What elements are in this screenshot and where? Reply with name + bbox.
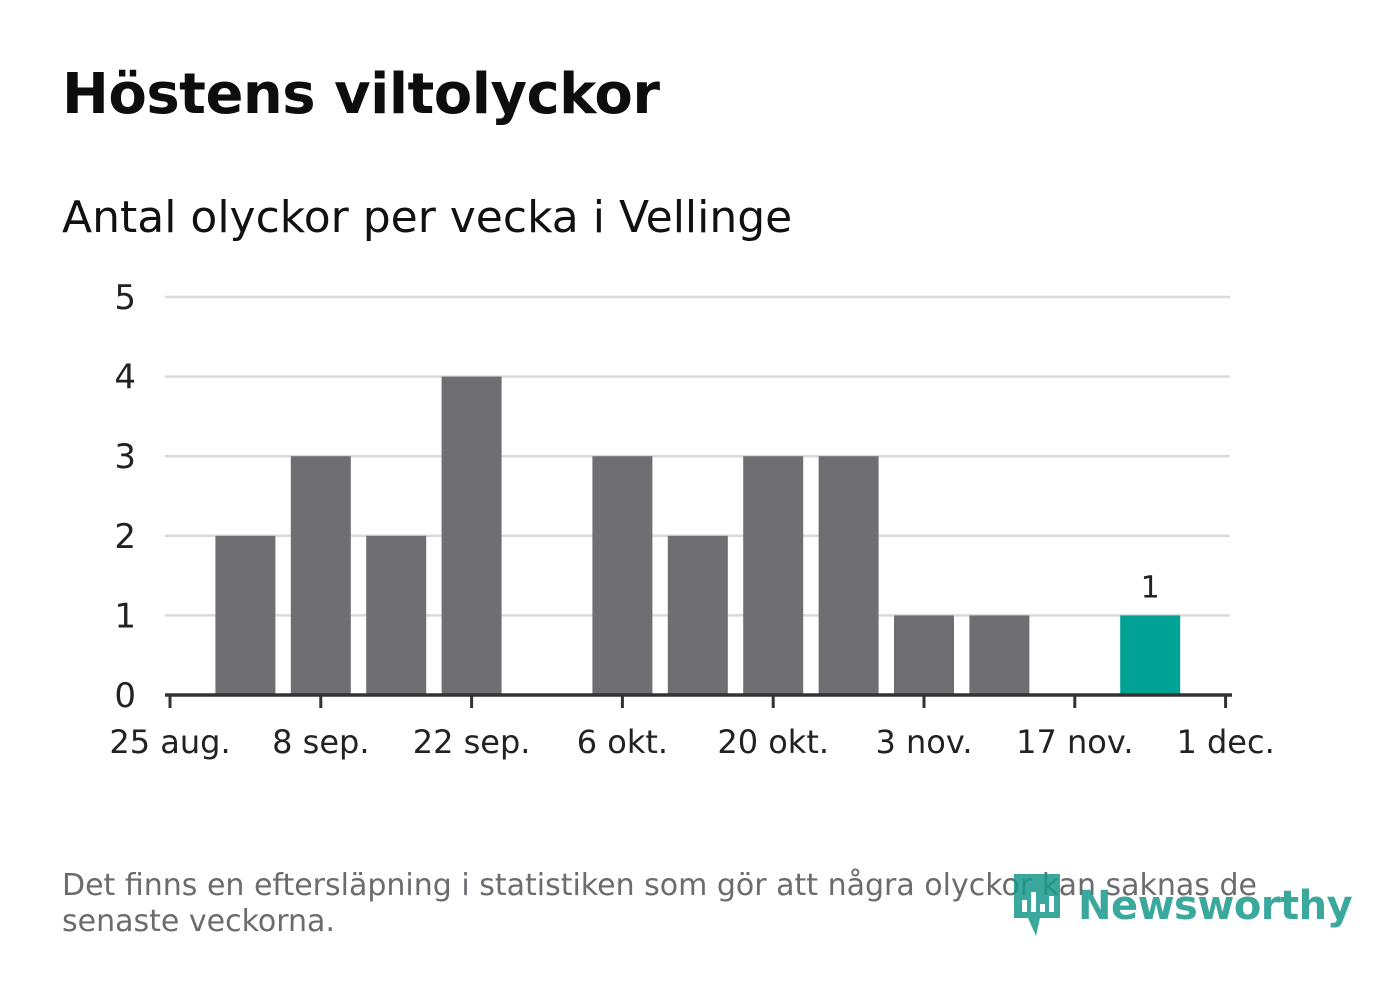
x-tick-label: 6 okt.: [577, 723, 668, 761]
y-tick-label: 4: [114, 358, 136, 398]
x-tick-label: 22 sep.: [413, 723, 531, 761]
bar: [667, 535, 728, 695]
bar: [894, 615, 954, 695]
bar-chart: 0 1 2 3 4 5 1 25 aug. 8 sep. 22 sep. 6 okt. 20 okt.…: [109, 278, 1274, 761]
y-tick-label: 3: [114, 437, 136, 477]
bar-highlight: [1120, 615, 1181, 695]
x-tick-label: 20 okt.: [717, 723, 829, 761]
x-tick-label: 17 nov.: [1016, 723, 1133, 761]
bar: [743, 456, 804, 695]
newsworthy-logo: Newsworthy: [1010, 870, 1353, 942]
bar: [969, 615, 1030, 695]
x-tick-label: 25 aug.: [109, 723, 230, 761]
y-tick-label: 5: [114, 278, 136, 318]
newsworthy-logo-text: Newsworthy: [1078, 883, 1353, 929]
y-tick-label: 0: [114, 676, 136, 716]
bar: [592, 456, 653, 695]
y-tick-label: 1: [114, 596, 136, 636]
bar: [441, 376, 502, 695]
chart-title: Höstens viltolyckor: [62, 62, 660, 127]
x-tick-label: 3 nov.: [875, 723, 972, 761]
x-tick-label: 1 dec.: [1176, 723, 1274, 761]
x-tick-label: 8 sep.: [272, 723, 369, 761]
bar: [290, 456, 351, 695]
bar: [215, 535, 276, 695]
y-tick-label: 2: [114, 517, 136, 557]
bar: [366, 535, 427, 695]
newsworthy-logo-icon: [1014, 874, 1060, 936]
chart-subtitle: Antal olyckor per vecka i Vellinge: [62, 192, 793, 243]
bar: [818, 456, 879, 695]
data-label: 1: [1141, 570, 1160, 605]
